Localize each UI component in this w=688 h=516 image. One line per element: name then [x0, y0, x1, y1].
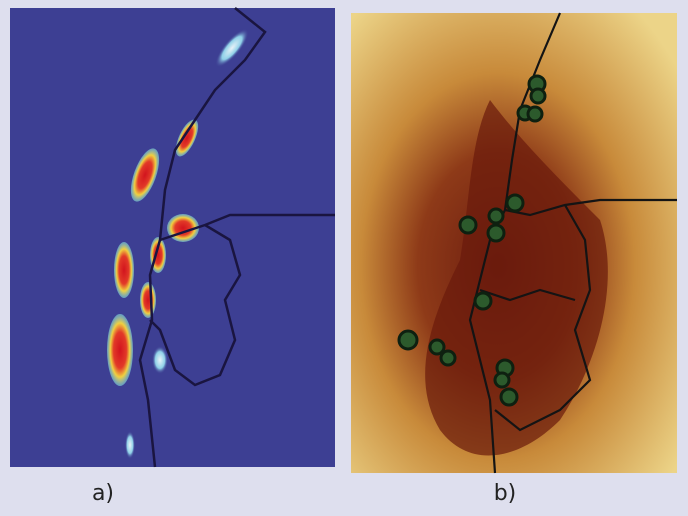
- panel-label: b): [494, 481, 517, 506]
- panel-label: a): [92, 481, 114, 506]
- figure: a) b): [0, 0, 688, 512]
- panel-b: [351, 13, 677, 473]
- panel-a: [10, 8, 335, 467]
